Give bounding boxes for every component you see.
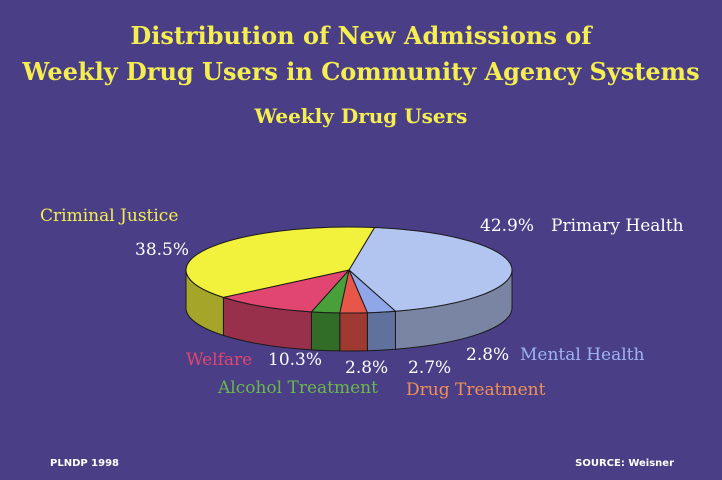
pie-slice-criminal-justice [185,226,376,298]
pie-side-mental-health [366,310,396,352]
label-alcohol-treatment-value: 2.8% [345,358,389,378]
label-welfare-value: 10.3% [268,350,323,370]
label-mental-health-value: 2.8% [466,345,510,365]
label-mental-health-name: Mental Health [520,345,645,365]
label-drug-treatment-value: 2.7% [408,358,452,378]
label-primary-health-name: Primary Health [551,216,684,236]
footer-right: SOURCE: Weisner [575,458,674,469]
chart-subtitle: Weekly Drug Users [254,104,468,128]
pie-slice-welfare [221,269,351,313]
label-criminal-justice-name: Criminal Justice [40,206,179,226]
chart-title-line1: Distribution of New Admissions of [130,21,592,50]
pie-side-alcohol-treatment [310,311,341,352]
label-drug-treatment-name: Drug Treatment [406,380,546,400]
label-primary-health-value: 42.9% [480,216,535,236]
label-welfare-name: Welfare [186,350,253,370]
footer-left: PLNDP 1998 [50,458,120,469]
chart-title-line2: Weekly Drug Users in Community Agency Sy… [22,57,700,86]
pie-slice-primary-health [348,227,513,312]
pie-side-drug-treatment [339,312,368,352]
label-alcohol-treatment-name: Alcohol Treatment [218,378,378,398]
label-criminal-justice-value: 38.5% [135,240,190,260]
